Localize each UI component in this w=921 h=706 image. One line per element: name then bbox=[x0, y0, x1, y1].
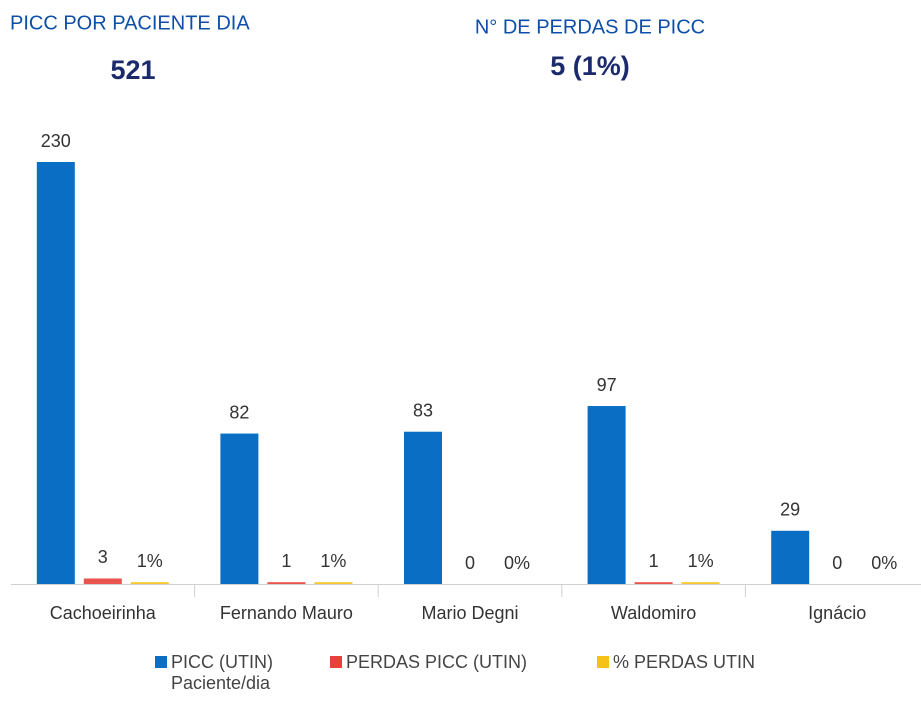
bar bbox=[83, 578, 122, 584]
data-label: 0 bbox=[832, 553, 842, 573]
legend-item: PICC (UTIN) Paciente/dia bbox=[155, 652, 296, 694]
data-label: 0 bbox=[465, 553, 475, 573]
x-tick-label: Ignácio bbox=[808, 603, 866, 623]
bar bbox=[404, 431, 442, 584]
legend-swatch bbox=[330, 656, 342, 668]
data-label: 1% bbox=[688, 551, 714, 571]
data-label: 97 bbox=[597, 375, 617, 395]
data-label: 1% bbox=[137, 551, 163, 571]
bar bbox=[587, 406, 626, 584]
legend-label: % PERDAS UTIN bbox=[613, 652, 756, 672]
data-label: 1% bbox=[320, 551, 346, 571]
bar bbox=[267, 582, 306, 584]
data-label: 0% bbox=[871, 553, 897, 573]
bar bbox=[771, 530, 810, 584]
legend-label: PERDAS PICC (UTIN) bbox=[346, 652, 528, 672]
x-tick-label: Cachoeirinha bbox=[50, 603, 157, 623]
legend-swatch bbox=[597, 656, 609, 668]
data-label: 82 bbox=[229, 402, 249, 422]
bar bbox=[220, 433, 259, 584]
legend-label: PICC (UTIN) Paciente/dia bbox=[171, 652, 273, 693]
chart: PICC POR PACIENTE DIA 521 N° DE PERDAS D… bbox=[10, 12, 921, 623]
kpi-value: 5 (1%) bbox=[550, 51, 630, 81]
legend-item: % PERDAS UTIN bbox=[597, 652, 755, 673]
bar bbox=[634, 582, 673, 584]
x-tick-label: Waldomiro bbox=[611, 603, 696, 623]
kpi-label: N° DE PERDAS DE PICC bbox=[475, 16, 705, 38]
bar bbox=[314, 582, 353, 584]
data-label: 3 bbox=[98, 547, 108, 567]
kpi-value: 521 bbox=[110, 55, 155, 85]
data-label: 29 bbox=[780, 500, 800, 520]
data-label: 83 bbox=[413, 400, 433, 420]
legend-swatch bbox=[155, 656, 167, 668]
x-tick-label: Mario Degni bbox=[421, 603, 518, 623]
data-label: 230 bbox=[41, 131, 71, 151]
bar bbox=[36, 162, 75, 584]
data-label: 1 bbox=[281, 551, 291, 571]
data-label: 0% bbox=[504, 553, 530, 573]
bar bbox=[681, 582, 720, 584]
kpi-label: PICC POR PACIENTE DIA bbox=[10, 12, 250, 34]
legend-item: PERDAS PICC (UTIN) bbox=[330, 652, 527, 673]
x-tick-label: Fernando Mauro bbox=[220, 603, 353, 623]
bar bbox=[130, 582, 169, 584]
data-label: 1 bbox=[649, 551, 659, 571]
